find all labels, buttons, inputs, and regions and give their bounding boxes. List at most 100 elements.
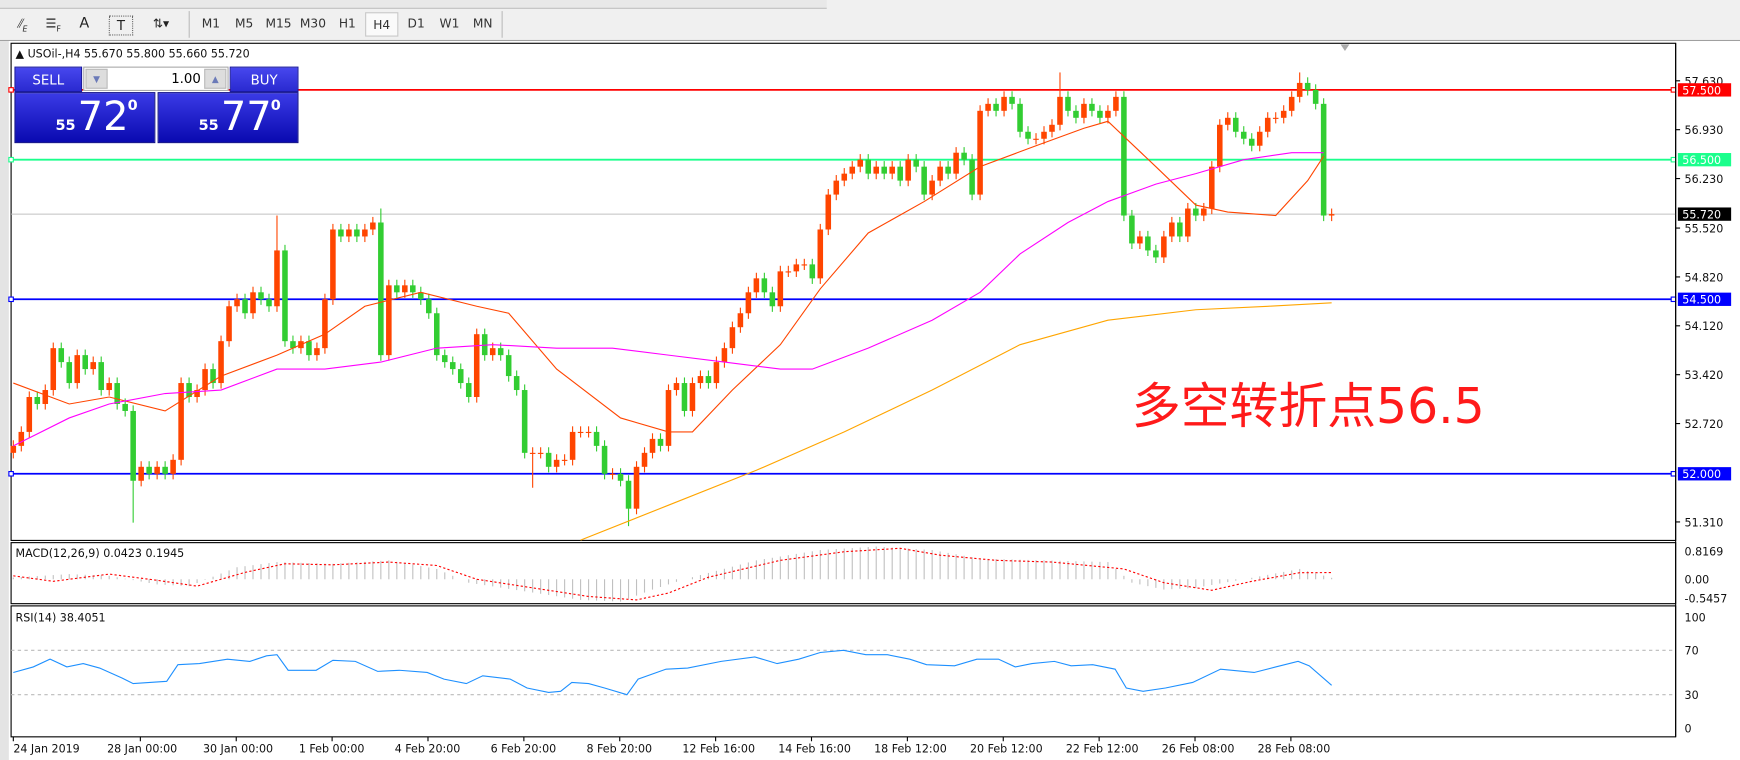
bull-candle [218,341,224,384]
bull-candle [729,327,736,349]
bull-candle [1001,96,1007,111]
bull-candle [386,285,392,356]
bear-candle [921,166,927,195]
bear-candle [961,152,967,160]
fibonacci-fan-icon[interactable]: ☰F [45,16,61,34]
text-label-icon[interactable]: T [108,15,134,36]
axes: 57.63056.93056.23055.52054.82054.12053.4… [12,43,1732,755]
line-price-tag-bg [1677,153,1732,167]
fibonacci-expansion-icon[interactable]: ⫽E [17,16,28,34]
sell-button[interactable]: SELL [14,66,83,93]
bull-candle [873,166,879,174]
bull-candle [673,383,680,391]
bull-candle [953,152,959,174]
bull-candle [1288,96,1295,111]
macd-signal-line [13,547,1332,601]
lot-decrease-icon[interactable]: ▼ [85,68,108,89]
bear-candle [1193,208,1199,216]
bull-candle [569,431,576,460]
lot-increase-icon[interactable]: ▲ [204,68,227,89]
timeframe-mn[interactable]: MN [472,16,493,32]
bear-candle [1121,96,1127,216]
bull-candle [585,431,592,434]
rsi-pane [11,649,1676,696]
bear-candle [394,285,400,293]
bull-candle [10,445,17,453]
rsi-axis-label: 30 [1685,689,1699,702]
bull-candle [801,264,808,266]
bull-candle [42,390,49,404]
bear-candle [1177,222,1183,237]
bear-candle [657,438,664,446]
bear-candle [681,383,688,411]
bull-candle [1296,82,1303,97]
price-axis-label: 54.820 [1685,271,1724,284]
bear-candle [354,229,360,237]
time-axis-label: 1 Feb 00:00 [299,742,365,755]
bull-candle [1209,166,1215,209]
text-icon[interactable]: A [79,15,90,33]
bull-candle [529,452,536,454]
bull-candle [1264,117,1271,132]
current-price-tag-bg [1677,207,1732,221]
bull-candle [713,362,720,384]
bear-candle [410,285,416,293]
toolbar-separator [501,11,503,38]
timeframe-m30[interactable]: M30 [299,16,326,32]
moving-average-line-2 [580,302,1332,541]
bear-candle [1073,110,1079,118]
time-axis-label: 22 Feb 12:00 [1066,742,1139,755]
chart-shift-marker-icon[interactable] [1340,44,1350,52]
time-axis-label: 30 Jan 00:00 [203,742,273,755]
bear-candle [210,369,216,384]
bear-candle [1248,138,1255,146]
bull-candle [50,348,57,391]
bull-candle [721,348,728,363]
timeframe-d1[interactable]: D1 [407,16,425,32]
price-axis-label: 53.420 [1685,369,1724,382]
arrows-dropdown-icon[interactable]: ⇅▾ [152,16,170,32]
buy-price-button[interactable]: 55 77 0 [157,92,299,144]
macd-axis-label: 0.8169 [1685,546,1724,559]
price-axis-label: 56.230 [1685,173,1724,186]
bull-candle [745,292,752,314]
lot-size-input[interactable]: 1.00 [171,71,201,87]
price-axis-label: 54.120 [1685,320,1724,333]
time-axis-label: 24 Jan 2019 [13,742,79,755]
toolbar-separator [188,11,190,38]
timeframe-m5[interactable]: M5 [234,16,254,32]
bear-candle [513,376,520,391]
bear-candle [1089,103,1095,111]
timeframe-w1[interactable]: W1 [439,16,460,32]
bull-candle [226,306,232,342]
bear-candle [465,383,472,398]
buy-button[interactable]: BUY [229,66,299,93]
bull-candle [537,452,544,454]
bear-candle [809,264,816,279]
bear-candle [1153,250,1159,258]
bull-candle [785,271,792,273]
bear-candle [338,229,344,237]
bear-candle [114,383,120,404]
sell-price-button[interactable]: 55 72 0 [14,92,156,144]
timeframe-h1[interactable]: H1 [338,16,356,32]
candles [10,72,1335,527]
bear-candle [34,397,41,404]
lot-size-stepper[interactable]: ▼ 1.00 ▲ [83,66,229,91]
bear-candle [242,299,248,314]
bear-candle [913,159,919,167]
line-price-tag: 57.500 [1682,84,1721,97]
time-axis-label: 12 Feb 16:00 [682,742,755,755]
bull-candle [1049,124,1055,132]
rsi-axis-label: 100 [1685,611,1706,624]
bull-candle [857,159,864,167]
rsi-pane-frame [10,605,1677,738]
timeframe-h4[interactable]: H4 [365,12,399,37]
bear-candle [122,403,128,411]
timeframe-m1[interactable]: M1 [201,16,220,32]
timeframe-m15[interactable]: M15 [265,16,292,32]
line-price-tag-bg [1677,467,1732,481]
bull-candle [106,383,112,391]
